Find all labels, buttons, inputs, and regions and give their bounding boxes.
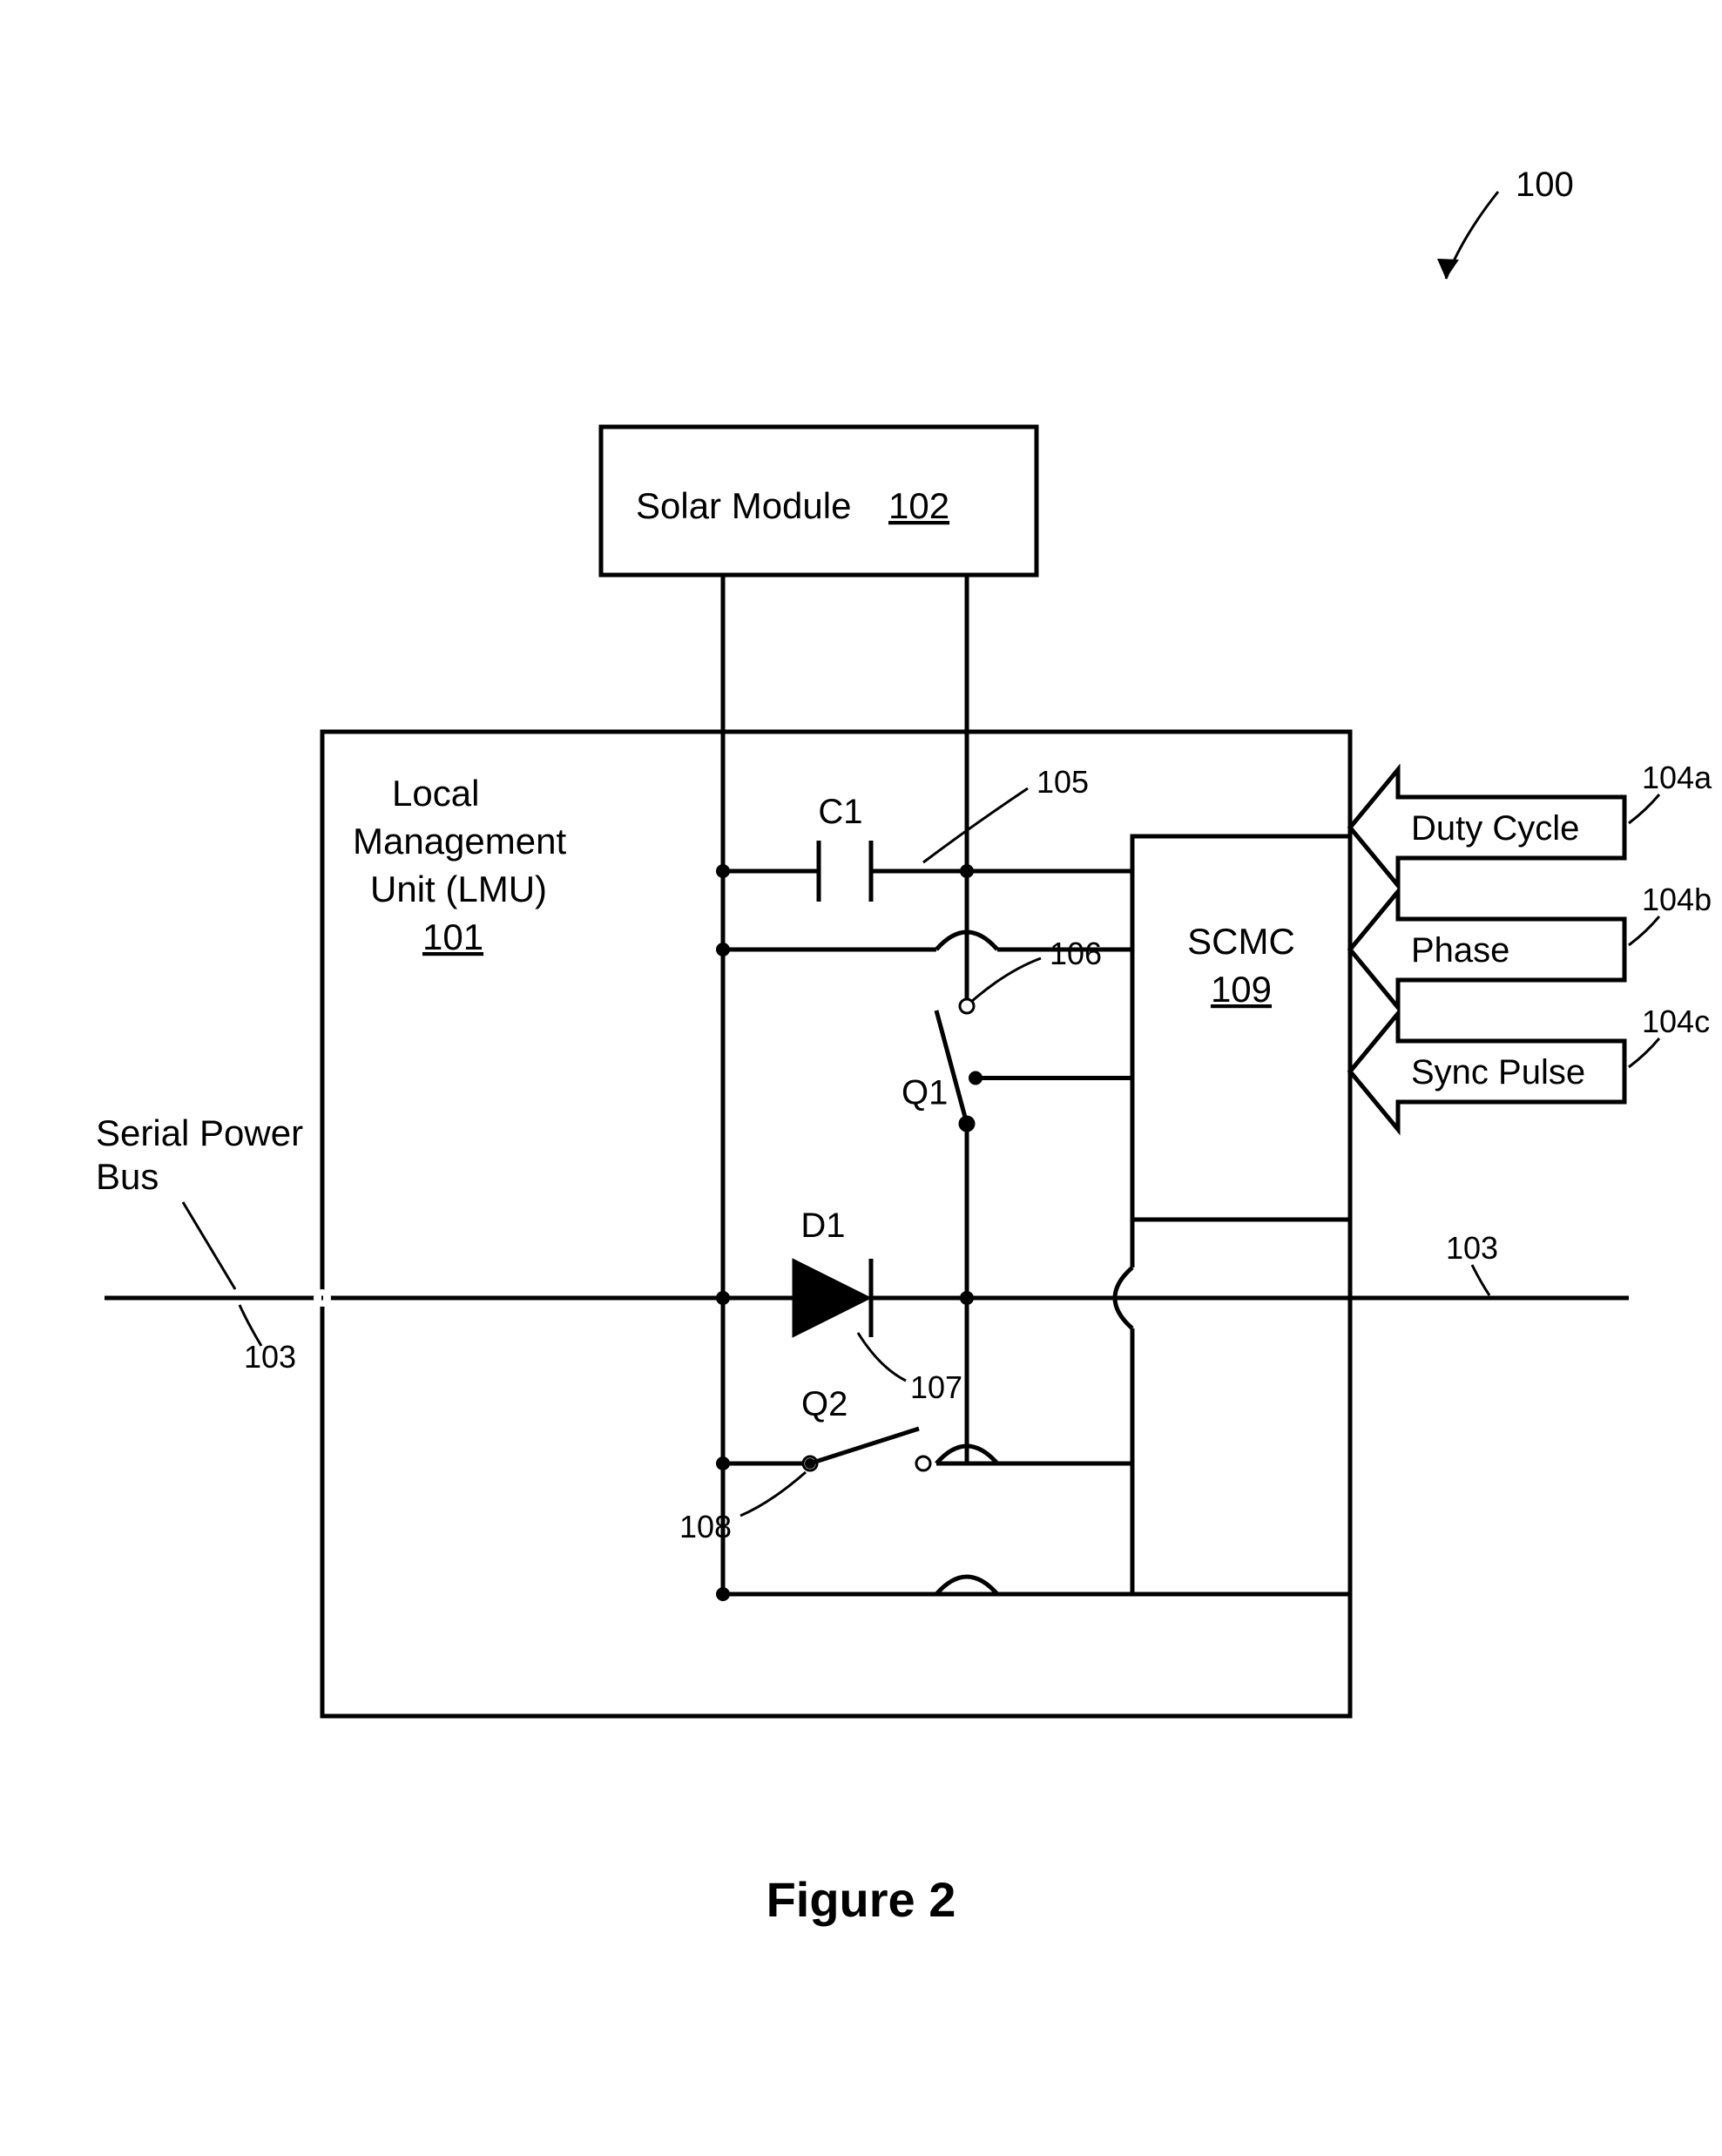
- svg-text:D1: D1: [800, 1206, 845, 1245]
- svg-text:102: 102: [888, 485, 949, 526]
- svg-text:107: 107: [910, 1369, 962, 1405]
- svg-text:101: 101: [422, 916, 483, 957]
- svg-text:SCMC: SCMC: [1187, 921, 1295, 962]
- svg-text:Q1: Q1: [902, 1074, 948, 1112]
- svg-text:109: 109: [1211, 969, 1272, 1010]
- svg-text:104b: 104b: [1642, 882, 1712, 917]
- svg-text:Figure 2: Figure 2: [766, 1872, 956, 1927]
- svg-text:105: 105: [1037, 764, 1089, 800]
- svg-text:Serial Power: Serial Power: [96, 1112, 303, 1153]
- figure-2-diagram: 100 Solar Module 102 Local Management Unit (L…: [0, 0, 1722, 2156]
- svg-text:Bus: Bus: [96, 1156, 159, 1197]
- svg-text:103: 103: [244, 1339, 296, 1375]
- svg-text:106: 106: [1050, 936, 1102, 971]
- svg-text:Unit (LMU): Unit (LMU): [370, 868, 547, 909]
- svg-text:Q2: Q2: [801, 1385, 847, 1423]
- svg-text:C1: C1: [818, 793, 862, 831]
- svg-text:104a: 104a: [1642, 760, 1712, 795]
- svg-text:Sync Pulse: Sync Pulse: [1411, 1053, 1585, 1092]
- svg-text:Phase: Phase: [1411, 931, 1509, 970]
- svg-text:Solar Module: Solar Module: [636, 485, 851, 526]
- svg-text:Duty Cycle: Duty Cycle: [1411, 809, 1579, 848]
- svg-text:Management: Management: [353, 821, 566, 862]
- svg-text:103: 103: [1446, 1230, 1498, 1266]
- svg-text:104c: 104c: [1642, 1004, 1710, 1039]
- svg-text:100: 100: [1516, 166, 1574, 204]
- svg-text:Local: Local: [392, 773, 479, 814]
